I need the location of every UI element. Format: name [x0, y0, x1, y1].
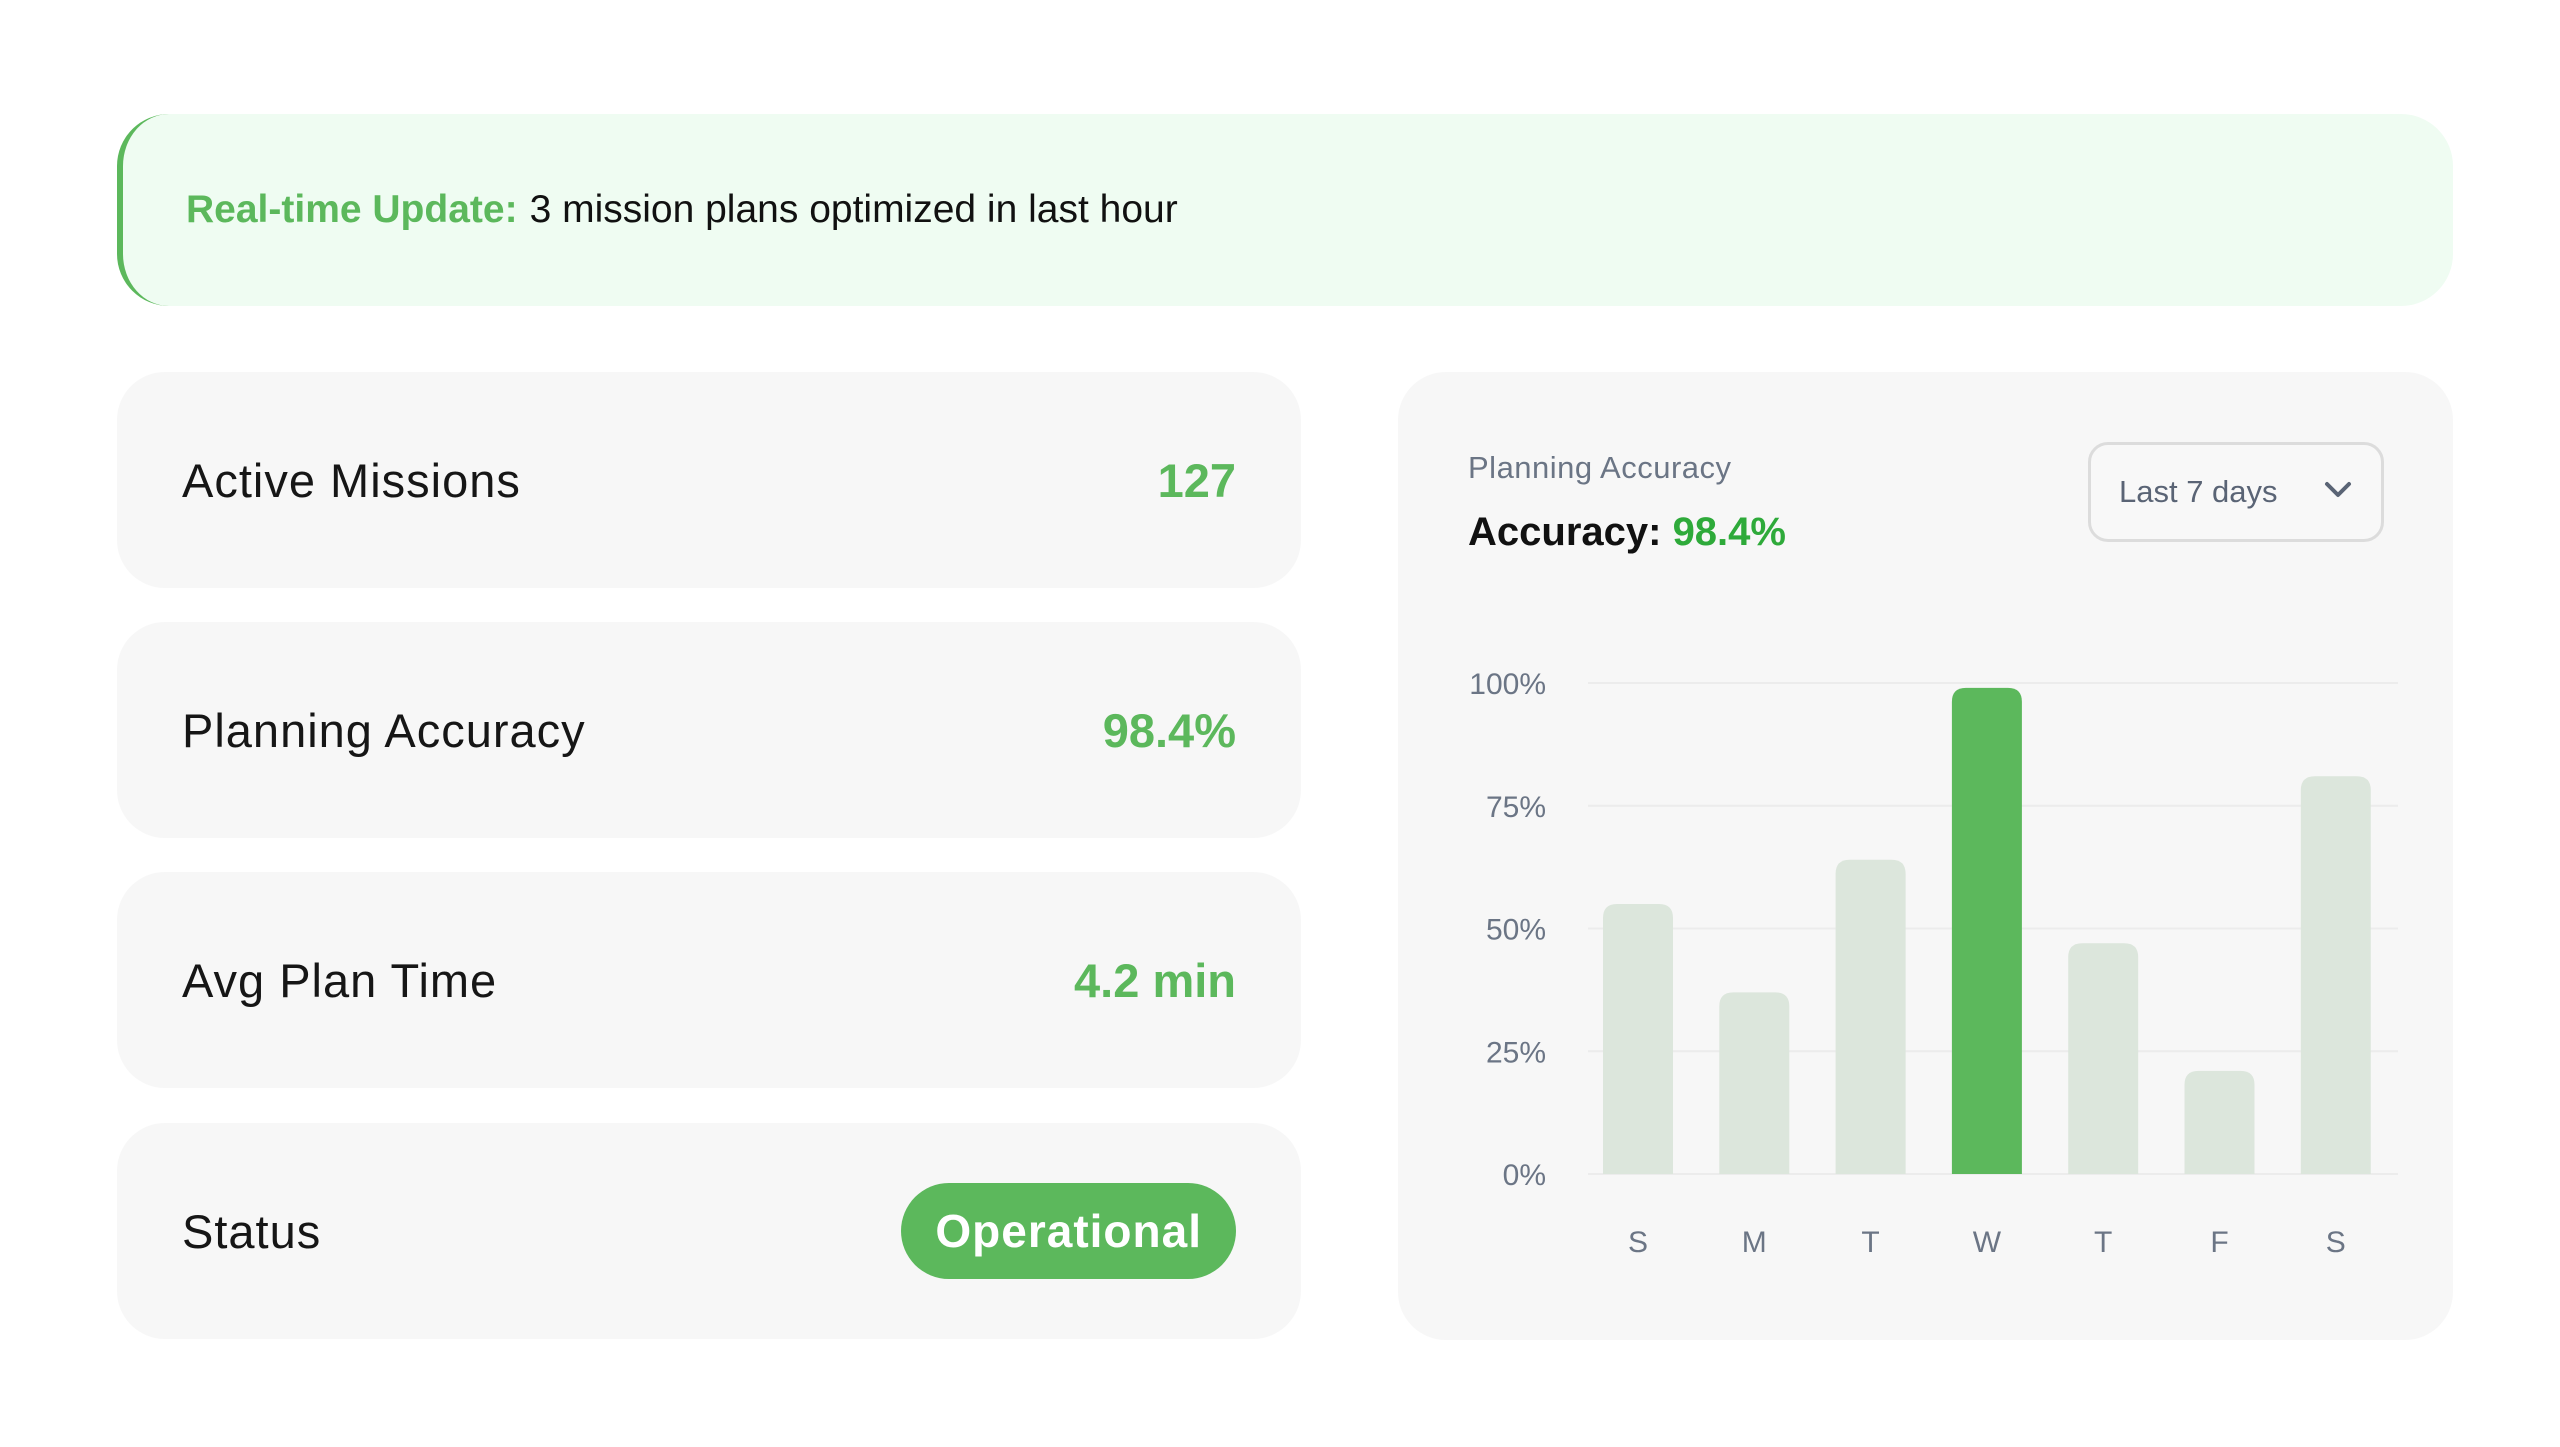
stat-value: 4.2 min [1074, 953, 1236, 1007]
x-tick-label: T [2094, 1226, 2112, 1259]
stat-value: 98.4% [1102, 703, 1236, 757]
chart-bar [1835, 859, 1906, 1174]
y-tick-label: 50% [1486, 914, 1546, 947]
y-tick-label: 25% [1486, 1036, 1546, 1069]
stat-label: Avg Plan Time [182, 953, 498, 1007]
stat-label: Active Missions [182, 453, 521, 507]
realtime-update-banner: Real-time Update: 3 mission plans optimi… [117, 114, 2453, 306]
status-badge: Operational [901, 1183, 1236, 1279]
chart-headline: Accuracy: 98.4% [1468, 510, 1786, 555]
banner-message: 3 mission plans optimized in last hour [529, 188, 1178, 231]
chart-bar [1719, 992, 1790, 1174]
y-tick-label: 0% [1503, 1159, 1546, 1192]
stat-label: Planning Accuracy [182, 703, 586, 757]
chart-bar [2184, 1070, 2255, 1174]
y-tick-label: 100% [1469, 668, 1546, 701]
banner-label: Real-time Update: [186, 188, 518, 231]
date-range-value: Last 7 days [2119, 474, 2278, 509]
x-tick-label: T [1861, 1226, 1879, 1259]
stat-card-avg-plan-time: Avg Plan Time 4.2 min [117, 872, 1301, 1088]
headline-value: 98.4% [1672, 510, 1786, 554]
chart-card: Planning Accuracy Accuracy: 98.4% Last 7… [1398, 372, 2453, 1340]
chart-bar [2068, 943, 2139, 1174]
chart-bar [2300, 776, 2371, 1174]
accuracy-bar-chart: 0% 25% 50% 75% 100% S M T W T F S [1469, 668, 2398, 1259]
stat-card-status: Status Operational [117, 1123, 1301, 1339]
date-range-select[interactable]: Last 7 days [2088, 442, 2384, 542]
x-tick-label: S [2326, 1226, 2346, 1259]
x-tick-label: W [1973, 1226, 2002, 1259]
x-tick-label: M [1742, 1226, 1767, 1259]
stat-value: 127 [1157, 453, 1236, 507]
chart-bar [1951, 687, 2022, 1174]
chevron-down-icon [2325, 482, 2351, 497]
stat-card-planning-accuracy: Planning Accuracy 98.4% [117, 622, 1301, 838]
stat-label: Status [182, 1204, 322, 1258]
x-tick-label: F [2210, 1226, 2228, 1259]
x-tick-label: S [1628, 1226, 1648, 1259]
y-tick-label: 75% [1486, 791, 1546, 824]
stat-card-active-missions: Active Missions 127 [117, 372, 1301, 588]
chart-bar [1603, 903, 1673, 1174]
headline-label: Accuracy: [1468, 510, 1662, 554]
chart-subtitle: Planning Accuracy [1468, 450, 1732, 485]
